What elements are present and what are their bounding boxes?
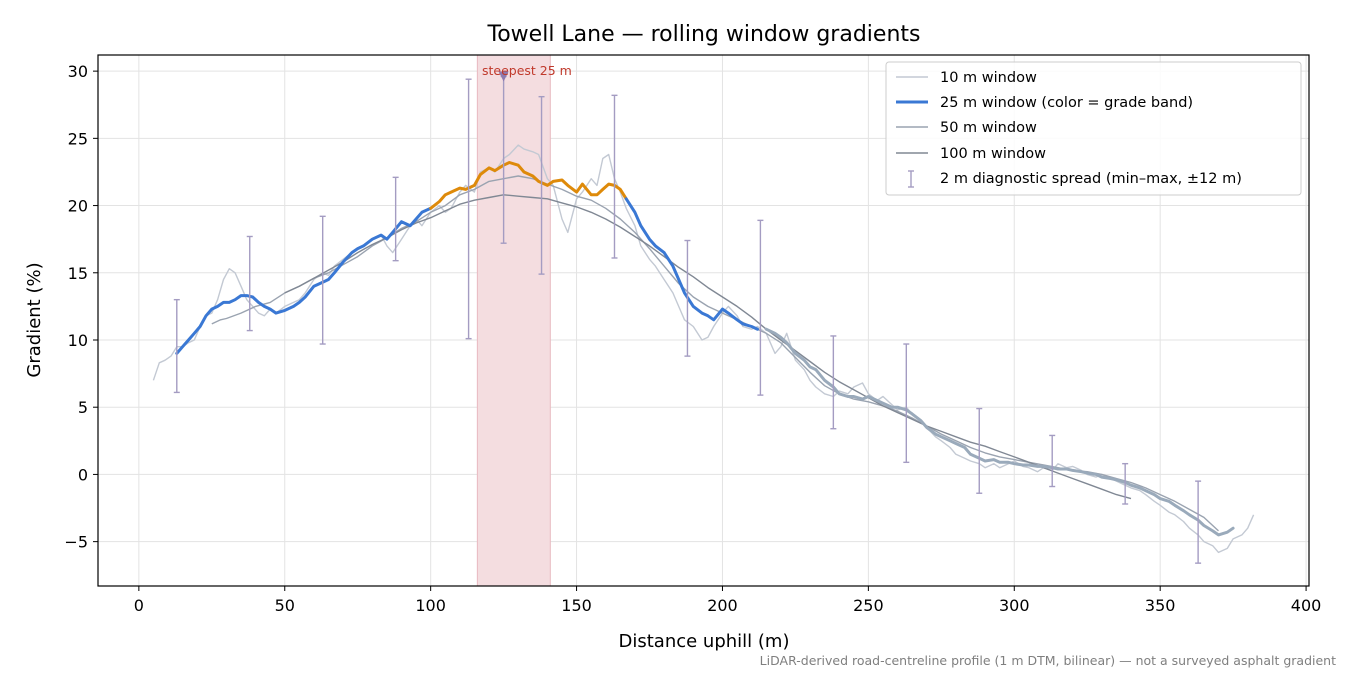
errorbar [1195, 480, 1202, 564]
legend-label-25m: 25 m window (color = grade band) [940, 95, 1193, 111]
x-tick-label: 400 [1291, 596, 1322, 615]
y-axis-ticks: −5 0 5 10 15 20 25 30 [64, 62, 98, 552]
footnote: LiDAR-derived road-centreline profile (1… [760, 653, 1336, 668]
errorbar [684, 239, 691, 357]
x-tick-label: 50 [275, 596, 295, 615]
steepest-band-layer [476, 54, 551, 587]
series-50m-line [211, 175, 1219, 532]
y-tick-label: 30 [68, 62, 88, 81]
errorbar [1122, 462, 1129, 505]
x-tick-label: 200 [707, 596, 738, 615]
y-tick-label: 0 [78, 465, 88, 484]
x-tick-label: 150 [561, 596, 592, 615]
steepest-marker-layer [498, 71, 509, 82]
chart-title: Towell Lane — rolling window gradients [487, 22, 921, 47]
errorbar [319, 215, 326, 345]
x-tick-label: 300 [999, 596, 1030, 615]
legend-label-100m: 100 m window [940, 146, 1046, 162]
series-10m-line [152, 144, 1255, 554]
steepest-annotation: steepest 25 m [482, 63, 572, 78]
errorbar-layer [173, 75, 1202, 564]
errorbar [903, 343, 910, 464]
errorbar [392, 176, 399, 262]
x-tick-label: 100 [415, 596, 446, 615]
x-axis-ticks: 0 50 100 150 200 250 300 350 400 [134, 586, 1322, 615]
legend: 10 m window 25 m window (color = grade b… [885, 61, 1302, 196]
y-tick-label: 25 [68, 129, 88, 148]
errorbar [757, 219, 764, 396]
steepest-band [476, 54, 551, 587]
legend-swatch-errorbar [908, 170, 914, 188]
plot-area-frame [97, 54, 1310, 587]
errorbar [465, 78, 472, 340]
y-tick-label: 5 [78, 398, 88, 417]
y-axis-label: Gradient (%) [24, 262, 45, 377]
legend-box [885, 61, 1302, 196]
x-tick-label: 0 [134, 596, 144, 615]
legend-label-10m: 10 m window [940, 70, 1037, 86]
legend-label-50m: 50 m window [940, 120, 1037, 136]
x-tick-label: 250 [853, 596, 884, 615]
errorbar [246, 235, 253, 332]
y-tick-label: 10 [68, 331, 88, 350]
errorbar [611, 94, 618, 259]
errorbar [976, 407, 983, 494]
series-layer [152, 144, 1255, 554]
steepest-marker [498, 71, 509, 82]
series-25m-segment [624, 197, 759, 331]
series-25m-segment [429, 161, 628, 210]
errorbar [538, 95, 545, 275]
errorbar [1049, 434, 1056, 488]
series-100m-line [284, 194, 1132, 500]
series-25m-segment [764, 327, 1235, 537]
y-tick-label: −5 [64, 533, 88, 552]
series-25m-segment [175, 206, 433, 355]
errorbar [173, 298, 180, 394]
errorbar [830, 335, 837, 430]
y-tick-label: 20 [68, 197, 88, 216]
x-tick-label: 350 [1145, 596, 1176, 615]
y-tick-label: 15 [68, 264, 88, 283]
legend-label-errorbar: 2 m diagnostic spread (min–max, ±12 m) [940, 171, 1242, 187]
x-axis-label: Distance uphill (m) [619, 631, 790, 652]
